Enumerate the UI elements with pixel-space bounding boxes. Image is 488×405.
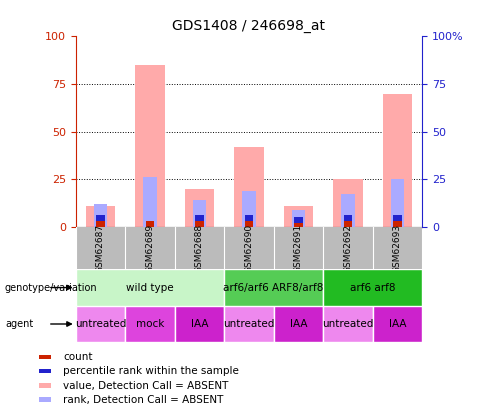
Text: agent: agent <box>5 319 33 329</box>
Bar <box>234 147 264 227</box>
Bar <box>393 215 402 221</box>
Bar <box>125 306 175 342</box>
Bar <box>135 65 165 227</box>
Bar <box>373 306 422 342</box>
Bar <box>85 206 115 227</box>
Bar <box>344 215 352 221</box>
Text: value, Detection Call = ABSENT: value, Detection Call = ABSENT <box>63 381 229 391</box>
Bar <box>39 397 51 402</box>
Text: wild type: wild type <box>126 283 174 292</box>
Bar <box>39 384 51 388</box>
Bar <box>39 355 51 360</box>
Bar <box>244 215 253 221</box>
Text: percentile rank within the sample: percentile rank within the sample <box>63 366 239 376</box>
Bar <box>294 223 303 227</box>
Bar <box>94 204 107 227</box>
Bar <box>383 94 412 227</box>
Bar <box>76 269 224 306</box>
Bar <box>292 210 305 227</box>
Text: IAA: IAA <box>191 319 208 329</box>
Text: untreated: untreated <box>75 319 126 329</box>
Bar <box>193 200 206 227</box>
Text: IAA: IAA <box>388 319 406 329</box>
Bar <box>333 179 363 227</box>
Bar <box>393 221 402 227</box>
Bar <box>224 269 323 306</box>
Text: GSM62690: GSM62690 <box>244 224 253 273</box>
Text: GSM62692: GSM62692 <box>344 224 352 273</box>
Bar <box>323 269 422 306</box>
Bar <box>195 221 203 227</box>
Bar <box>244 221 253 227</box>
Bar <box>96 215 104 221</box>
Text: GSM62687: GSM62687 <box>96 224 105 273</box>
Text: arf6/arf6 ARF8/arf8: arf6/arf6 ARF8/arf8 <box>224 283 324 292</box>
Text: GSM62693: GSM62693 <box>393 224 402 273</box>
Bar <box>341 194 355 227</box>
Bar <box>195 215 203 221</box>
Bar <box>224 306 274 342</box>
Bar <box>391 179 404 227</box>
Bar <box>175 306 224 342</box>
Bar <box>146 221 154 227</box>
Bar <box>39 369 51 373</box>
Text: GSM62688: GSM62688 <box>195 224 204 273</box>
Text: untreated: untreated <box>223 319 275 329</box>
Bar <box>274 306 323 342</box>
Text: arf6 arf8: arf6 arf8 <box>350 283 395 292</box>
Bar <box>294 217 303 223</box>
Text: genotype/variation: genotype/variation <box>5 283 98 292</box>
Bar <box>284 206 313 227</box>
Text: untreated: untreated <box>322 319 373 329</box>
Text: IAA: IAA <box>289 319 307 329</box>
Bar <box>344 221 352 227</box>
Bar <box>184 189 214 227</box>
Text: GSM62691: GSM62691 <box>294 224 303 273</box>
Bar <box>323 306 373 342</box>
Bar <box>96 221 104 227</box>
Text: mock: mock <box>136 319 164 329</box>
Text: rank, Detection Call = ABSENT: rank, Detection Call = ABSENT <box>63 395 224 405</box>
Bar <box>76 306 125 342</box>
Title: GDS1408 / 246698_at: GDS1408 / 246698_at <box>172 19 325 33</box>
Bar <box>143 177 157 227</box>
Bar <box>242 191 256 227</box>
Text: GSM62689: GSM62689 <box>145 224 154 273</box>
Text: count: count <box>63 352 93 362</box>
